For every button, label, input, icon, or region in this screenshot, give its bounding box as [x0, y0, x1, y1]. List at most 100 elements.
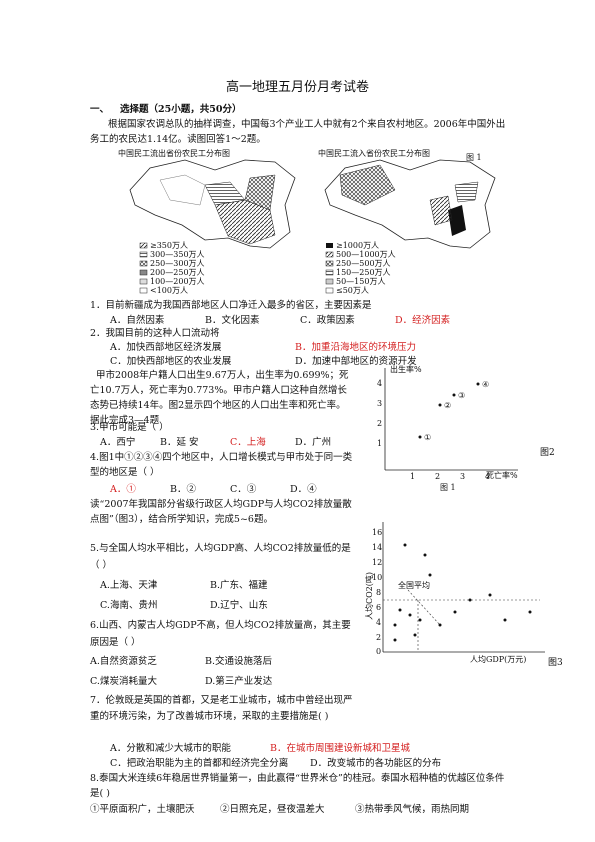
- option: D.辽宁、山东: [210, 600, 268, 611]
- x-axis-label: 死亡率%: [486, 470, 518, 480]
- option: ③热带季风气候，雨热同期: [355, 804, 470, 815]
- y-tick-label: 6: [376, 603, 381, 612]
- figure-caption: 图 1: [466, 153, 482, 162]
- legend-label: 200—250万人: [150, 268, 205, 277]
- map-title: 中国民工流入省份农民工分布图: [318, 148, 430, 158]
- option: D．广州: [295, 437, 332, 448]
- question-stem: 1．目前新疆成为我国西部地区人口净迁入最多的省区，主要因素是: [90, 300, 372, 311]
- intro: 根据国家农调总队的抽样调查，中国每3个产业工人中就有2个来自农村地区。2006年…: [90, 119, 506, 145]
- section-title: 选择题（25小题，共50分）: [120, 104, 242, 115]
- question-stem: 2．我国目前的这种人口流动将: [90, 328, 220, 339]
- legend-label: 250—500万人: [336, 259, 391, 268]
- option: B．在城市周围建设新城和卫星城: [270, 743, 410, 754]
- title: 高一地理五月份月考试卷: [225, 80, 369, 95]
- y-tick-label: 2: [377, 419, 382, 428]
- option: A．①: [110, 484, 136, 495]
- question-stem: 5.与全国人均水平相比，人均GDP高、人均CO2排放量低的是（ ）: [90, 543, 351, 571]
- option: B．②: [170, 484, 196, 495]
- x-tick-label: 1: [410, 472, 415, 481]
- average-lines: [383, 589, 540, 652]
- figure-subcaption: 图 1: [440, 483, 456, 492]
- option: C.海南、贵州: [100, 600, 158, 611]
- legend-label: 250—300万人: [150, 259, 205, 268]
- option: C．政策因素: [300, 315, 355, 326]
- legend-label: ≥1000万人: [336, 241, 379, 250]
- options: C.煤炭消耗量大 D.第三产业发达: [90, 674, 360, 689]
- option: A．西宁: [100, 437, 136, 448]
- options: C．把政治职能为主的首都和经济完全分离 D．改变城市的各功能区的分布: [110, 756, 510, 771]
- option: ②日照充足，昼夜温差大: [220, 804, 325, 815]
- right-map: [324, 159, 496, 294]
- option: C．把政治职能为主的首都和经济完全分离: [110, 758, 289, 769]
- y-tick-label: 1: [377, 439, 382, 448]
- option: B．延 安: [160, 437, 199, 448]
- x-tick-label: 4: [485, 472, 490, 481]
- annotation: 全国平均: [398, 580, 430, 590]
- options: C.海南、贵州 D.辽宁、山东: [100, 598, 360, 613]
- y-tick-label: 2: [376, 633, 381, 642]
- option: C.煤炭消耗量大: [90, 676, 157, 687]
- question-stem: 3.甲市可能是（ ）: [90, 422, 169, 433]
- y-tick-label: 14: [372, 543, 382, 552]
- option: B．加重沿海地区的环境压力: [295, 342, 416, 353]
- y-tick-label: 0: [376, 647, 381, 656]
- scatter-points: [393, 543, 532, 642]
- map-title: 中国民工流出省份农民工分布图: [118, 148, 230, 158]
- options: A.上海、天津 B.广东、福建: [100, 578, 360, 593]
- option: C．上海: [230, 437, 266, 448]
- left-map: [129, 159, 296, 294]
- figure3-axes: [382, 522, 545, 653]
- point-label: ④: [482, 380, 489, 389]
- option: C．加快西部地区的农业发展: [110, 356, 232, 367]
- figure-caption: 图3: [548, 657, 563, 668]
- legend-label: 50—150万人: [336, 277, 385, 286]
- point: [438, 403, 442, 407]
- point: [452, 393, 456, 397]
- options: A．① B．② C．③ D．④: [110, 482, 360, 497]
- option: D．改变城市的各功能区的分布: [310, 758, 442, 769]
- y-axis-label: 人均CO2(吨): [364, 572, 374, 620]
- question-stem: 7．伦敦既是英国的首都，又是老工业城市，城市中曾经出现严重的环境污染，为了改善城…: [90, 695, 353, 722]
- question-stem: 6.山西、内蒙古人均GDP不高，但人均CO2排放量高，其主要原因是（ ）: [90, 620, 351, 648]
- options: ①平原面积广，土壤肥沃 ②日照充足，昼夜温差大 ③热带季风气候，雨热同期: [90, 802, 510, 817]
- legend-label: 500—1000万人: [336, 250, 396, 259]
- x-axis-label: 人均GDP(万元): [470, 654, 526, 664]
- options: A．加快西部地区经济发展 B．加重沿海地区的环境压力: [110, 340, 510, 355]
- x-tick-label: 3: [460, 472, 465, 481]
- option: D．加速中部地区的资源开发: [295, 356, 417, 367]
- options: C．加快西部地区的农业发展 D．加速中部地区的资源开发: [110, 354, 510, 369]
- question-stem: 8.泰国大米连续6年稳居世界销量第一，由此赢得“世界米仓”的桂冠。泰国水稻种植的…: [90, 773, 505, 799]
- y-tick-label: 4: [377, 379, 382, 388]
- y-tick-label: 10: [372, 573, 382, 582]
- point-label: ①: [424, 433, 431, 442]
- y-tick-label: 8: [376, 588, 381, 597]
- y-tick-label: 3: [377, 399, 382, 408]
- option: D.第三产业发达: [205, 676, 273, 687]
- option: D．④: [290, 484, 317, 495]
- option: A．自然因素: [110, 315, 165, 326]
- x-tick-label: 2: [435, 472, 440, 481]
- options: A．自然因素 B．文化因素 C．政策因素 D．经济因素: [110, 313, 510, 328]
- y-tick-label: 4: [376, 618, 381, 627]
- section-number: 一、: [90, 104, 110, 115]
- legend-label: 100—200万人: [150, 277, 205, 286]
- option: A.上海、天津: [100, 580, 158, 591]
- question-stem: 4.图1中①②③④四个地区中，人口增长模式与甲市处于同一类型的地区是（ ）: [90, 452, 353, 478]
- options: A．分散和减少大城市的职能 B．在城市周围建设新城和卫星城: [110, 741, 510, 756]
- option: B.交通设施落后: [205, 656, 273, 667]
- point-label: ③: [458, 391, 465, 400]
- legend-label: 150—250万人: [336, 268, 391, 277]
- point-label: ②: [444, 401, 451, 410]
- option: B．文化因素: [205, 315, 260, 326]
- y-axis-label: 出生率%: [390, 364, 422, 374]
- option: D．经济因素: [395, 315, 451, 326]
- figure2-axes: [384, 368, 518, 471]
- option: A．加快西部地区经济发展: [110, 342, 222, 353]
- option: B.广东、福建: [210, 580, 268, 591]
- y-tick-label: 16: [372, 528, 382, 537]
- passage: 读“2007年我国部分省级行政区人均GDP与人均CO2排放量散点图”（图3），结…: [90, 499, 352, 525]
- y-tick-label: 12: [372, 558, 382, 567]
- option: A.自然资源贫乏: [90, 656, 157, 667]
